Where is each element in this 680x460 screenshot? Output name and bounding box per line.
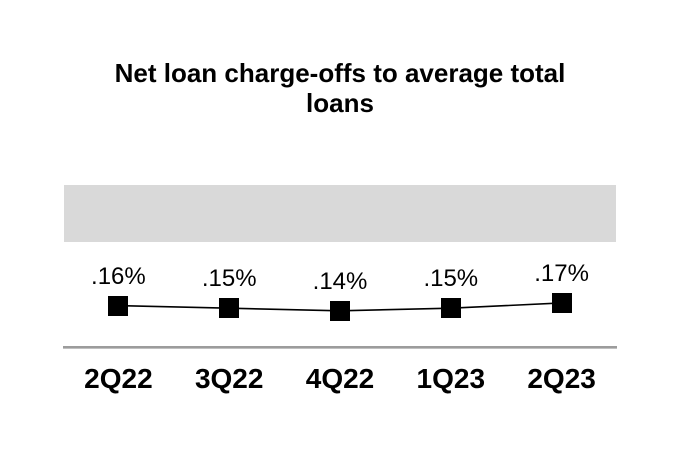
chart-title-line-2: loans	[306, 88, 374, 118]
data-label: .14%	[312, 267, 368, 295]
data-point-marker	[440, 298, 461, 319]
x-axis-label-3q22: 3Q22	[194, 363, 264, 394]
chart-title: Net loan charge-offs to average total lo…	[0, 58, 680, 118]
x-axis-label-2q22: 2Q22	[84, 363, 153, 394]
data-label: .15%	[423, 265, 479, 293]
x-axis-label-2q23: 2Q23	[527, 363, 596, 394]
data-point-marker	[108, 295, 129, 316]
data-point-marker	[330, 300, 350, 321]
highlight-band	[64, 185, 616, 242]
x-axis-label-4q22: 4Q22	[305, 363, 375, 394]
x-axis-label-1q23: 1Q23	[416, 363, 486, 394]
data-point-marker	[551, 292, 572, 313]
data-label: .15%	[201, 265, 257, 293]
data-label: .17%	[534, 259, 589, 287]
chart-title-line-1: Net loan charge-offs to average total	[114, 58, 566, 88]
data-label: .16%	[91, 262, 146, 290]
x-axis-line	[63, 346, 617, 349]
data-point-marker	[219, 298, 240, 319]
